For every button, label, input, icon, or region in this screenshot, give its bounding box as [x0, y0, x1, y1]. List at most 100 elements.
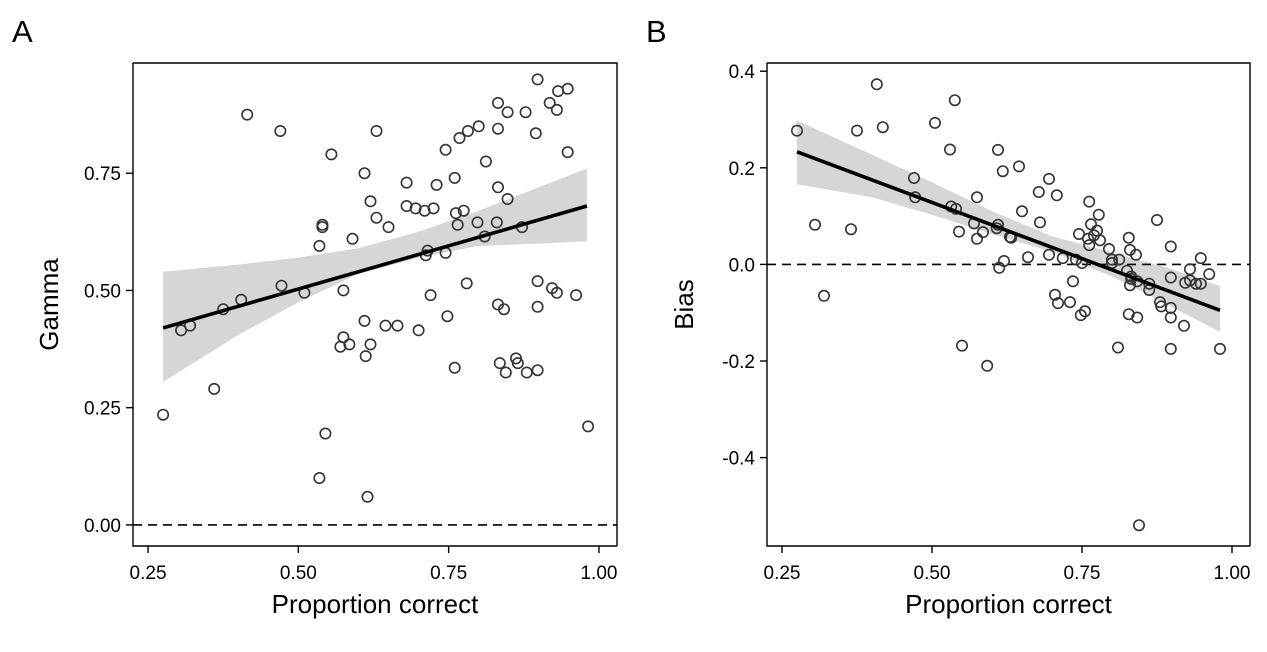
- data-point: [552, 85, 565, 98]
- data-point: [1164, 342, 1177, 355]
- data-point: [955, 339, 968, 352]
- data-point: [461, 125, 474, 138]
- data-point: [550, 286, 563, 299]
- data-point: [313, 471, 326, 484]
- data-point: [241, 108, 254, 121]
- data-point: [1133, 519, 1146, 532]
- data-point: [427, 202, 440, 215]
- data-point: [1124, 279, 1137, 292]
- y-tick-label: 0.2: [729, 159, 755, 180]
- data-point: [1049, 288, 1062, 301]
- data-point: [1034, 216, 1047, 229]
- data-point: [1151, 214, 1164, 227]
- data-point: [361, 490, 374, 503]
- y-tick-label: 0.75: [84, 164, 121, 185]
- data-point: [928, 116, 941, 129]
- data-point: [382, 221, 395, 234]
- y-tick-label: -0.4: [722, 449, 755, 470]
- data-point: [1112, 341, 1125, 354]
- x-tick-label: 0.75: [430, 563, 467, 584]
- data-point: [817, 289, 830, 302]
- data-point: [451, 218, 464, 231]
- data-point: [370, 125, 383, 138]
- data-point: [501, 106, 514, 119]
- data-point: [1021, 251, 1034, 264]
- data-point: [1083, 239, 1096, 252]
- data-point: [519, 106, 532, 119]
- y-tick-label: 0.0: [729, 255, 755, 276]
- data-point: [1203, 268, 1216, 281]
- data-point: [313, 239, 326, 252]
- panel-b: B 0.25 0.50 0.75 1.00 -0.4 -0.2 0.0 0.2 0.4 Propor…: [646, 14, 1251, 619]
- panel-border: [133, 62, 618, 546]
- data-point: [976, 226, 989, 239]
- regression-line: [796, 150, 1221, 312]
- y-axis-title: Gamma: [34, 258, 64, 351]
- data-point: [1043, 248, 1056, 261]
- data-point: [520, 366, 533, 379]
- data-point: [1184, 263, 1197, 276]
- x-axis-title: Proportion correct: [905, 589, 1112, 619]
- data-point: [531, 364, 544, 377]
- data-point: [543, 96, 556, 109]
- x-tick-label: 0.50: [280, 563, 317, 584]
- data-point: [996, 165, 1009, 178]
- data-point: [531, 300, 544, 313]
- data-point: [493, 357, 506, 370]
- confidence-band: [163, 168, 587, 382]
- data-point: [850, 124, 863, 137]
- x-tick-label: 1.00: [580, 563, 617, 584]
- data-point: [346, 232, 359, 245]
- data-point: [358, 167, 371, 180]
- data-point: [358, 314, 371, 327]
- data-point: [316, 218, 329, 231]
- x-axis-title: Proportion correct: [272, 589, 479, 619]
- data-point: [531, 275, 544, 288]
- data-point: [1012, 160, 1025, 173]
- data-point: [359, 350, 372, 363]
- data-point: [1106, 253, 1119, 266]
- data-point: [1050, 189, 1063, 202]
- data-point: [1131, 311, 1144, 324]
- data-point: [453, 132, 466, 145]
- x-tick-label: 0.25: [130, 563, 167, 584]
- data-point: [175, 324, 188, 337]
- data-point: [439, 143, 452, 156]
- data-point: [550, 103, 563, 116]
- data-point: [1094, 234, 1107, 247]
- data-point: [1130, 248, 1143, 261]
- confidence-band: [797, 120, 1220, 332]
- data-point: [449, 207, 462, 220]
- data-point: [472, 120, 485, 133]
- data-point: [1073, 228, 1086, 241]
- y-tick-label: 0.25: [84, 399, 121, 420]
- data-point: [412, 324, 425, 337]
- data-point: [1103, 243, 1116, 256]
- data-point: [948, 94, 961, 107]
- data-point: [499, 366, 512, 379]
- data-point: [400, 176, 413, 189]
- data-point: [157, 408, 170, 421]
- data-point: [561, 146, 574, 159]
- data-point: [430, 178, 443, 191]
- data-point: [275, 279, 288, 292]
- data-point: [970, 232, 983, 245]
- data-point: [208, 382, 221, 395]
- x-tick-label: 0.75: [1064, 563, 1101, 584]
- data-point: [997, 255, 1010, 268]
- data-point: [570, 289, 583, 302]
- panel-a: A 0.25 0.50 0.75 1.00 0.00 0.25 0.50 0.75 Proport…: [12, 14, 618, 619]
- data-point: [529, 127, 542, 140]
- data-point: [511, 357, 524, 370]
- data-point: [970, 191, 983, 204]
- data-point: [441, 310, 454, 323]
- data-point: [1113, 253, 1126, 266]
- data-point: [1178, 319, 1191, 332]
- data-point: [370, 211, 383, 224]
- data-point: [274, 125, 287, 138]
- data-point: [379, 319, 392, 332]
- y-tick-label: -0.2: [722, 352, 755, 373]
- panel-letter: B: [646, 14, 667, 49]
- data-point: [991, 143, 1004, 156]
- data-point: [490, 216, 503, 229]
